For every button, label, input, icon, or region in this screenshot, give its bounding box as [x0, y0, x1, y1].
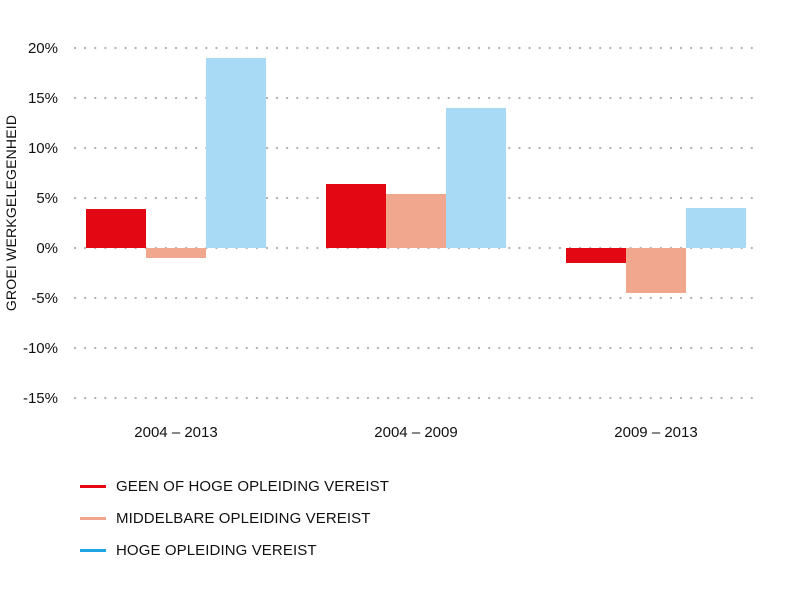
y-tick-label: -10%: [23, 340, 58, 357]
bar: [686, 208, 746, 248]
y-tick-label: -15%: [23, 390, 58, 407]
y-tick-label: 20%: [28, 40, 58, 57]
y-tick-label: -5%: [31, 290, 58, 307]
x-category-label: 2009 – 2013: [614, 424, 697, 441]
legend-label: HOGE OPLEIDING VEREIST: [116, 541, 317, 559]
legend-label: GEEN OF HOGE OPLEIDING VEREIST: [116, 477, 390, 495]
x-category-label: 2004 – 2009: [374, 424, 457, 441]
y-tick-label: 5%: [36, 190, 58, 207]
y-tick-label: 10%: [28, 140, 58, 157]
legend-label: MIDDELBARE OPLEIDING VEREIST: [116, 509, 371, 527]
bar: [446, 108, 506, 248]
y-tick-label: 15%: [28, 90, 58, 107]
legend-item: MIDDELBARE OPLEIDING VEREIST: [80, 502, 389, 534]
bar: [146, 248, 206, 258]
y-axis-label: GROEI WERKGELEGENHEID: [3, 115, 19, 311]
legend-swatch: [80, 548, 106, 552]
y-tick-label: 0%: [36, 240, 58, 257]
bar: [206, 58, 266, 248]
bar: [626, 248, 686, 293]
bar: [566, 248, 626, 263]
bar: [326, 184, 386, 248]
legend-item: GEEN OF HOGE OPLEIDING VEREIST: [80, 470, 389, 502]
x-category-label: 2004 – 2013: [134, 424, 217, 441]
legend-item: HOGE OPLEIDING VEREIST: [80, 534, 389, 566]
bar: [386, 194, 446, 248]
legend: GEEN OF HOGE OPLEIDING VEREIST MIDDELBARE…: [80, 470, 389, 566]
bar: [86, 209, 146, 248]
legend-swatch: [80, 484, 106, 488]
bar-chart-svg: 20% 15% 10% 5% 0% -5% -10% -15% GROEI WERKGELEGE…: [3, 40, 760, 441]
legend-swatch: [80, 516, 106, 520]
